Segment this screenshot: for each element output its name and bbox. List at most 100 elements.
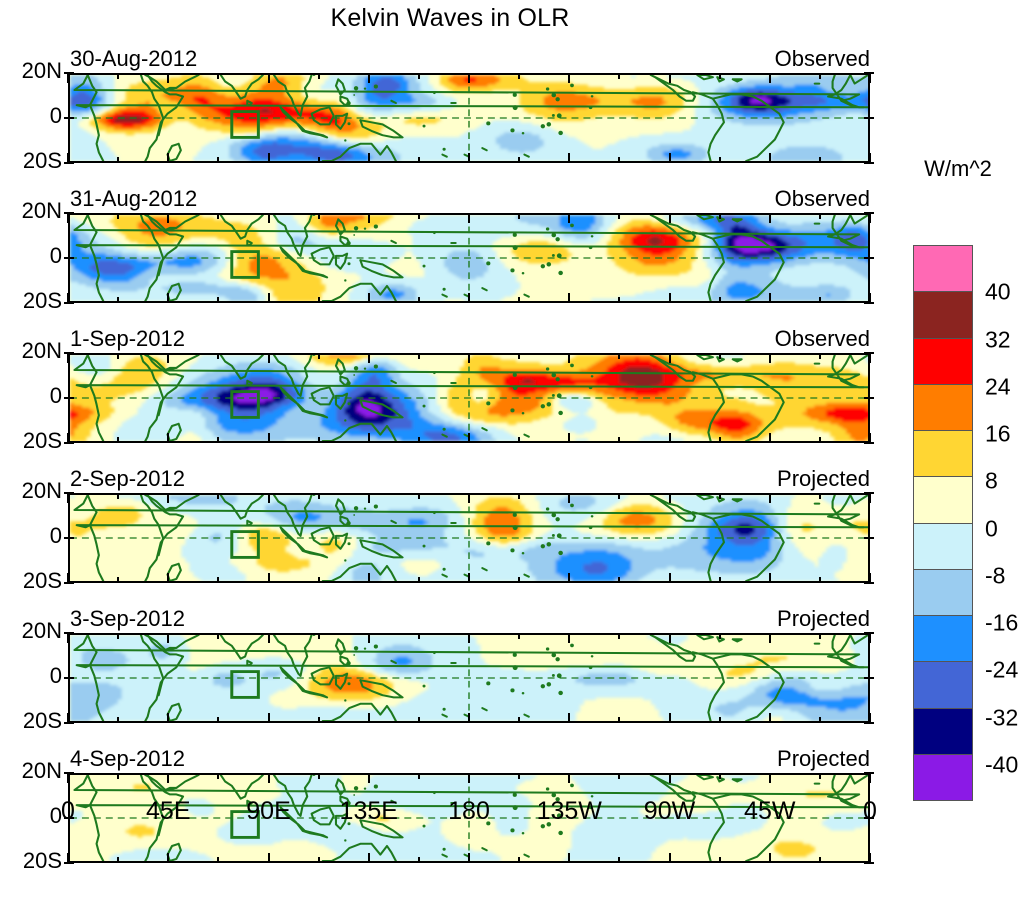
- x-axis-tick: [468, 573, 470, 583]
- colorbar-band[interactable]: [913, 753, 973, 801]
- x-axis-tick: [568, 573, 571, 583]
- x-axis-tick: [367, 213, 370, 223]
- x-axis-tick: [167, 293, 170, 303]
- colorbar-band[interactable]: [913, 430, 973, 478]
- x-axis-tick: [217, 773, 220, 779]
- x-axis-tick: [317, 773, 320, 779]
- colorbar-band[interactable]: [913, 568, 973, 616]
- x-axis-tick: [668, 353, 671, 363]
- x-axis-tick: [417, 577, 420, 583]
- x-axis-tick: [367, 853, 370, 863]
- x-axis-tick: [417, 213, 420, 219]
- map-plot-area[interactable]: [68, 213, 870, 303]
- x-axis-tick: [417, 73, 420, 79]
- colorbar-tick-label: 8: [985, 468, 998, 495]
- y-axis-label: 0: [0, 103, 62, 129]
- coastlines: [73, 215, 868, 301]
- map-plot-area[interactable]: [68, 773, 870, 863]
- x-axis-tick: [317, 73, 320, 79]
- x-axis-tick: [417, 437, 420, 443]
- x-axis-tick: [67, 573, 69, 583]
- x-axis-tick: [167, 433, 170, 443]
- colorbar-band[interactable]: [913, 522, 973, 570]
- x-axis-label-row: 0 45E 90E 135E 180 135W 90W 45W 0: [61, 797, 877, 827]
- x-axis-tick: [117, 493, 120, 499]
- x-axis-tick: [568, 633, 571, 643]
- colorbar-band[interactable]: [913, 661, 973, 709]
- region-marker-box: [230, 110, 260, 139]
- y-axis-tick: [64, 352, 74, 354]
- x-axis-tick: [668, 633, 671, 643]
- x-axis-label: 180: [448, 797, 490, 826]
- x-axis-tick: [768, 773, 771, 783]
- x-axis-tick: [869, 713, 871, 723]
- x-axis-tick: [568, 73, 571, 83]
- map-plot-area[interactable]: [68, 493, 870, 583]
- colorbar-band[interactable]: [913, 291, 973, 339]
- y-axis-label: 20N: [0, 618, 62, 644]
- map-plot-area[interactable]: [68, 633, 870, 723]
- x-axis-tick: [768, 293, 771, 303]
- y-axis-label: 20S: [0, 148, 62, 174]
- x-axis-tick: [267, 493, 270, 503]
- panel-status-label: Projected: [777, 466, 870, 492]
- x-axis-tick: [618, 213, 621, 219]
- map-plot-area[interactable]: [68, 353, 870, 443]
- panel-status-label: Observed: [775, 186, 870, 212]
- colorbar-tick-label: -24: [985, 657, 1018, 684]
- y-axis-tick: [864, 817, 874, 819]
- x-axis-tick: [468, 293, 470, 303]
- x-axis-tick: [568, 213, 571, 223]
- x-axis-tick: [818, 157, 821, 163]
- x-axis-tick: [367, 573, 370, 583]
- colorbar-band[interactable]: [913, 337, 973, 385]
- colorbar-unit-label: W/m^2: [898, 156, 1018, 182]
- x-axis-tick: [267, 773, 270, 783]
- x-axis-tick: [267, 213, 270, 223]
- x-axis-tick: [367, 73, 370, 83]
- y-axis-label: 0: [0, 383, 62, 409]
- colorbar-band[interactable]: [913, 245, 973, 293]
- y-axis-tick: [64, 817, 74, 819]
- x-axis-tick: [869, 633, 871, 643]
- x-axis-tick: [869, 773, 871, 783]
- x-axis-tick: [668, 153, 671, 163]
- x-axis-tick: [417, 353, 420, 359]
- x-axis-tick: [768, 713, 771, 723]
- x-axis-tick: [67, 633, 69, 643]
- y-axis-tick: [864, 162, 874, 164]
- x-axis-tick: [317, 633, 320, 639]
- x-axis-tick: [618, 577, 621, 583]
- colorbar[interactable]: [913, 245, 973, 801]
- x-axis-tick: [668, 293, 671, 303]
- map-plot-area[interactable]: [68, 73, 870, 163]
- y-axis-tick: [864, 117, 874, 119]
- x-axis-tick: [818, 297, 821, 303]
- x-axis-tick: [818, 73, 821, 79]
- x-axis-tick: [568, 433, 571, 443]
- x-axis-tick: [67, 433, 69, 443]
- x-axis-tick: [518, 297, 521, 303]
- x-axis-tick: [869, 353, 871, 363]
- x-axis-tick: [718, 493, 721, 499]
- colorbar-band[interactable]: [913, 383, 973, 431]
- x-axis-tick: [67, 493, 69, 503]
- anomaly-field: [70, 635, 868, 721]
- map-panel: 4-Sep-2012 Projected 20N 0 20S 0 45E 90E 135E 180…: [22, 746, 877, 873]
- x-axis-tick: [417, 297, 420, 303]
- x-axis-tick: [417, 157, 420, 163]
- colorbar-band[interactable]: [913, 615, 973, 663]
- x-axis-tick: [518, 633, 521, 639]
- x-axis-tick: [568, 293, 571, 303]
- x-axis-tick: [67, 73, 69, 83]
- x-axis-label: 135E: [340, 797, 398, 826]
- x-axis-tick: [267, 573, 270, 583]
- x-axis-tick: [869, 573, 871, 583]
- colorbar-tick-label: 16: [985, 421, 1011, 448]
- y-axis-tick: [64, 632, 74, 634]
- colorbar-band[interactable]: [913, 707, 973, 755]
- colorbar-band[interactable]: [913, 476, 973, 524]
- x-axis-tick: [668, 213, 671, 223]
- y-axis-tick: [64, 537, 74, 539]
- region-marker-box: [230, 810, 260, 839]
